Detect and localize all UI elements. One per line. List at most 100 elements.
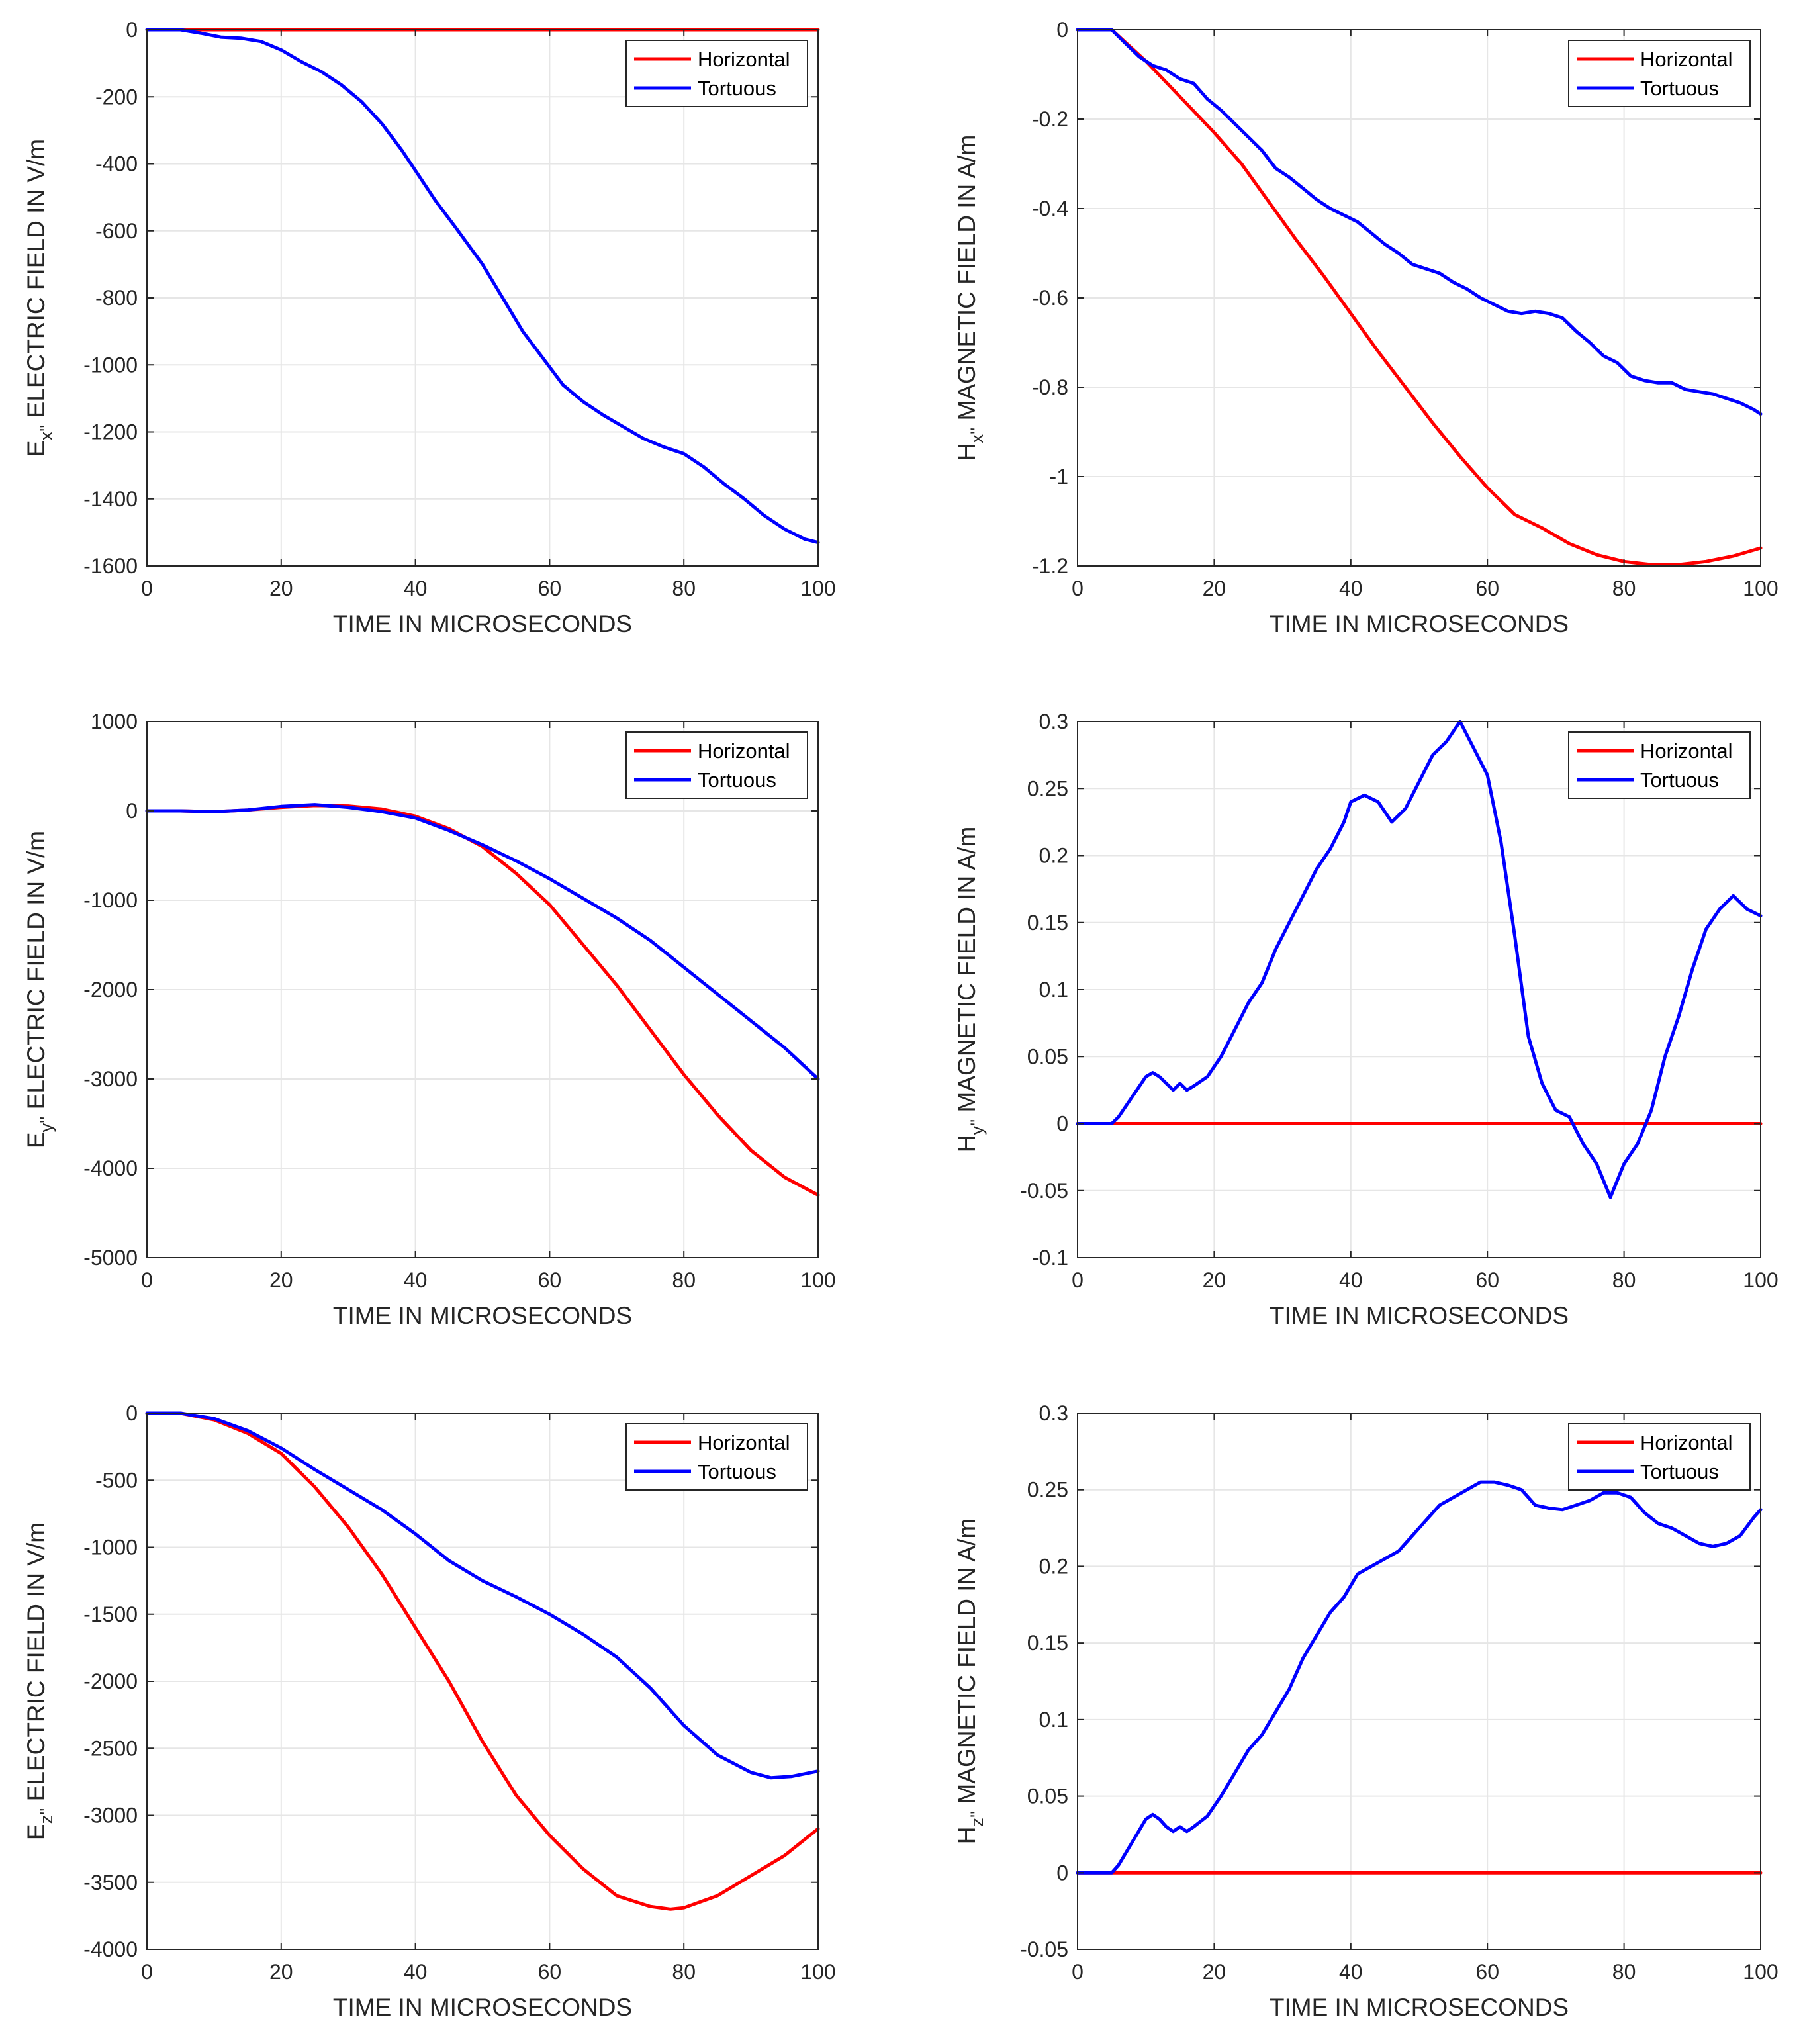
x-tick-label: 0 [1072, 577, 1084, 600]
y-axis-label: Ex'' ELECTRIC FIELD IN V/m [23, 139, 56, 457]
x-axis-label: TIME IN MICROSECONDS [333, 1302, 632, 1329]
x-tick-label: 60 [538, 1268, 562, 1292]
y-axis-label: Hy'' MAGNETIC FIELD IN A/m [953, 827, 987, 1153]
y-tick-label: -1.2 [1032, 554, 1068, 578]
legend: Horizontal Tortuous [625, 731, 808, 799]
y-tick-label: -3500 [83, 1871, 138, 1894]
chart-3: 0 20 40 60 80 100 1000 0 -1000 -2000 -3000 -4000 -50… [23, 710, 836, 1329]
legend: Horizontal Tortuous [1568, 1423, 1751, 1491]
y-tick-label: 0.15 [1027, 911, 1068, 935]
y-tick-label: -0.1 [1032, 1246, 1068, 1270]
y-tick-label: 0 [1056, 1112, 1068, 1136]
x-tick-label: 40 [404, 577, 428, 600]
x-tick-label: 80 [672, 1960, 696, 1984]
y-tick-label: 0.2 [1039, 844, 1068, 868]
x-tick-label: 20 [1203, 1268, 1226, 1292]
y-axis-label-main: E [23, 440, 50, 457]
y-axis-label-text: ELECTRIC FIELD IN V/m [23, 1522, 50, 1808]
x-tick-label: 100 [800, 1960, 835, 1984]
legend-label-horizontal: Horizontal [1640, 48, 1733, 71]
x-tick-label: 100 [1743, 1268, 1778, 1292]
x-tick-label: 80 [672, 1268, 696, 1292]
x-tick-label: 60 [1475, 577, 1499, 600]
legend-label-horizontal: Horizontal [1640, 739, 1733, 763]
x-tick-label: 60 [538, 1960, 562, 1984]
x-tick-label: 100 [800, 577, 835, 600]
series-tortuous [145, 803, 820, 1081]
series-tortuous [1076, 720, 1763, 1199]
series-horizontal [1076, 28, 1763, 567]
legend: Horizontal Tortuous [625, 1423, 808, 1491]
y-tick-label: 0.15 [1027, 1631, 1068, 1655]
x-tick-label: 100 [800, 1268, 835, 1292]
y-axis-label-main: H [953, 443, 980, 461]
x-tick-label: 0 [141, 1960, 153, 1984]
y-tick-label: -1000 [83, 888, 138, 912]
y-tick-label: 0 [126, 799, 138, 823]
x-tick-label: 0 [141, 1268, 153, 1292]
y-tick-label: 0.3 [1039, 1401, 1068, 1425]
y-tick-label: 0.3 [1039, 710, 1068, 733]
y-axis-label-text: ELECTRIC FIELD IN V/m [23, 139, 50, 425]
chart-6: 0 20 40 60 80 1000.30.250.20.150.10.050-0.05T… [953, 1401, 1779, 2021]
legend-label-tortuous: Tortuous [698, 77, 776, 100]
chart-4: 0 20 40 60 80 100 0.3 0.25 0.2 0.15 0.1 0.05 0 -0.05 -… [953, 710, 1779, 1329]
y-tick-label: -800 [95, 286, 138, 310]
x-tick-label: 0 [1072, 1960, 1084, 1984]
y-tick-label: 0.1 [1039, 978, 1068, 1001]
series-horizontal [145, 1411, 820, 1911]
legend-box [1568, 1423, 1751, 1491]
y-tick-label: 0.05 [1027, 1045, 1068, 1068]
x-tick-label: 20 [269, 1960, 293, 1984]
x-axis-label: TIME IN MICROSECONDS [333, 1994, 632, 2021]
legend-label-horizontal: Horizontal [698, 739, 790, 763]
y-tick-label: -0.6 [1032, 286, 1068, 310]
x-tick-label: 40 [1339, 577, 1363, 600]
legend-box [625, 1423, 808, 1491]
y-axis-label: Ey'' ELECTRIC FIELD IN V/m [23, 831, 56, 1148]
y-axis-label-subscript: z'' [967, 1811, 987, 1827]
legend-box [1568, 40, 1751, 107]
y-tick-label: -2500 [83, 1736, 138, 1760]
y-tick-label: 0 [1056, 18, 1068, 42]
x-tick-label: 60 [538, 577, 562, 600]
y-tick-label: -1600 [83, 554, 138, 578]
y-tick-label: 0.2 [1039, 1554, 1068, 1578]
y-axis-label: Hx'' MAGNETIC FIELD IN A/m [953, 135, 987, 461]
x-tick-label: 80 [1612, 1960, 1636, 1984]
y-tick-label: -200 [95, 85, 138, 109]
y-tick-label: 0 [126, 18, 138, 42]
y-tick-label: -1000 [83, 1536, 138, 1559]
chart-1: 0 20 40 60 80 100 0 -200 -400 -600 -800 -1000 -1200 -… [23, 18, 836, 637]
legend-label-horizontal: Horizontal [1640, 1431, 1733, 1454]
chart-2: 0 20 40 60 80 100 0 -0.2 -0.4 -0.6 -0.8 -1 -1.2 TIME … [953, 18, 1779, 637]
x-tick-label: 20 [1203, 577, 1226, 600]
legend-box [1568, 731, 1751, 799]
y-axis-label-text: MAGNETIC FIELD IN A/m [953, 135, 980, 428]
legend-label-horizontal: Horizontal [698, 48, 790, 71]
y-tick-label: -3000 [83, 1067, 138, 1091]
y-tick-label: -1200 [83, 420, 138, 444]
y-axis-label-subscript: y'' [36, 1117, 56, 1133]
y-tick-label: 0.05 [1027, 1785, 1068, 1808]
x-tick-label: 60 [1475, 1268, 1499, 1292]
y-tick-label: -3000 [83, 1804, 138, 1828]
x-tick-label: 100 [1743, 577, 1778, 600]
legend-label-tortuous: Tortuous [1640, 1460, 1719, 1483]
x-tick-label: 20 [269, 577, 293, 600]
x-tick-label: 80 [672, 577, 696, 600]
y-tick-label: -500 [95, 1468, 138, 1492]
y-tick-label: -0.2 [1032, 107, 1068, 131]
x-axis-label: TIME IN MICROSECONDS [1270, 610, 1569, 637]
y-tick-label: -0.4 [1032, 197, 1068, 220]
legend: Horizontal Tortuous [625, 40, 808, 107]
y-tick-label: -1400 [83, 487, 138, 511]
x-axis-label: TIME IN MICROSECONDS [1270, 1302, 1569, 1329]
x-tick-label: 100 [1743, 1960, 1778, 1984]
series-tortuous [1076, 28, 1763, 416]
legend: Horizontal Tortuous [1568, 40, 1751, 107]
x-tick-label: 40 [404, 1960, 428, 1984]
y-tick-label: -4000 [83, 1156, 138, 1180]
legend-label-horizontal: Horizontal [698, 1431, 790, 1454]
y-tick-label: 0.25 [1027, 776, 1068, 800]
